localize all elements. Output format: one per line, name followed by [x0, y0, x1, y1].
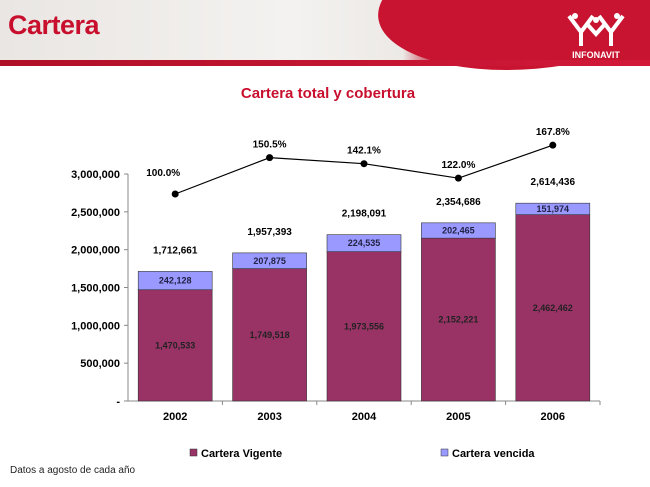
- coverage-point: [454, 174, 462, 182]
- header-banner: Cartera INFONAVIT: [0, 0, 650, 70]
- legend-swatch: [189, 448, 198, 457]
- y-tick-label: 1,500,000: [71, 283, 120, 295]
- y-tick-label: -: [116, 396, 120, 408]
- coverage-point: [360, 160, 368, 168]
- bar-vigente: [326, 251, 402, 402]
- vigente-label: 1,470,533: [155, 340, 195, 350]
- total-label: 2,614,436: [531, 177, 576, 188]
- total-label: 1,712,661: [153, 245, 198, 256]
- vigente-label: 2,152,221: [438, 315, 478, 325]
- total-label: 1,957,393: [247, 227, 292, 238]
- coverage-label: 122.0%: [441, 160, 475, 171]
- x-tick-label: 2004: [352, 411, 377, 423]
- bar-vigente: [137, 289, 213, 402]
- chart: Cartera total y cobertura - 500,000 1,000,…: [71, 85, 601, 460]
- vigente-label: 1,749,518: [250, 330, 290, 340]
- coverage-label: 142.1%: [347, 146, 381, 157]
- page-title: Cartera: [8, 10, 100, 40]
- legend-label: Cartera vencida: [452, 448, 535, 460]
- chart-title: Cartera total y cobertura: [241, 85, 416, 102]
- total-label: 2,354,686: [436, 197, 481, 208]
- vencida-label: 151,974: [537, 204, 570, 214]
- infonavit-logo: INFONAVIT: [565, 12, 627, 60]
- total-label: 2,198,091: [342, 209, 387, 220]
- vencida-label: 207,875: [253, 256, 286, 266]
- bar-vencida: [137, 271, 213, 291]
- bar-vencida: [515, 202, 591, 215]
- x-tick-label: 2005: [446, 411, 470, 423]
- coverage-label: 167.8%: [536, 127, 570, 138]
- vencida-label: 224,535: [348, 238, 381, 248]
- legend-label: Cartera Vigente: [201, 448, 282, 460]
- coverage-label: 150.5%: [253, 140, 287, 151]
- coverage-point: [266, 154, 274, 162]
- bar-vigente: [515, 214, 591, 402]
- y-tick-label: 500,000: [80, 358, 120, 370]
- y-tick-label: 3,000,000: [71, 169, 120, 181]
- coverage-point: [171, 190, 179, 198]
- logo-text: INFONAVIT: [572, 50, 620, 60]
- coverage-point: [549, 141, 557, 149]
- y-tick-label: 2,500,000: [71, 207, 120, 219]
- bar-vencida: [326, 234, 402, 252]
- bar-vencida: [232, 252, 307, 269]
- header-stripe: [0, 60, 650, 66]
- y-tick-label: 2,000,000: [71, 245, 120, 257]
- x-tick-label: 2002: [163, 411, 187, 423]
- vigente-label: 2,462,462: [533, 303, 573, 313]
- vencida-label: 202,465: [442, 225, 475, 235]
- bar-vencida: [421, 222, 496, 239]
- y-tick-label: 1,000,000: [71, 320, 120, 332]
- footnote: Datos a agosto de cada año: [10, 465, 136, 476]
- x-tick-label: 2003: [257, 411, 281, 423]
- legend-swatch: [440, 448, 449, 457]
- infonavit-logo-icon: [567, 13, 625, 46]
- x-tick-label: 2006: [541, 411, 565, 423]
- bar-vigente: [232, 268, 307, 402]
- bar-vigente: [421, 237, 496, 402]
- vencida-label: 242,128: [159, 276, 192, 286]
- vigente-label: 1,973,556: [344, 321, 384, 331]
- coverage-label: 100.0%: [146, 168, 180, 179]
